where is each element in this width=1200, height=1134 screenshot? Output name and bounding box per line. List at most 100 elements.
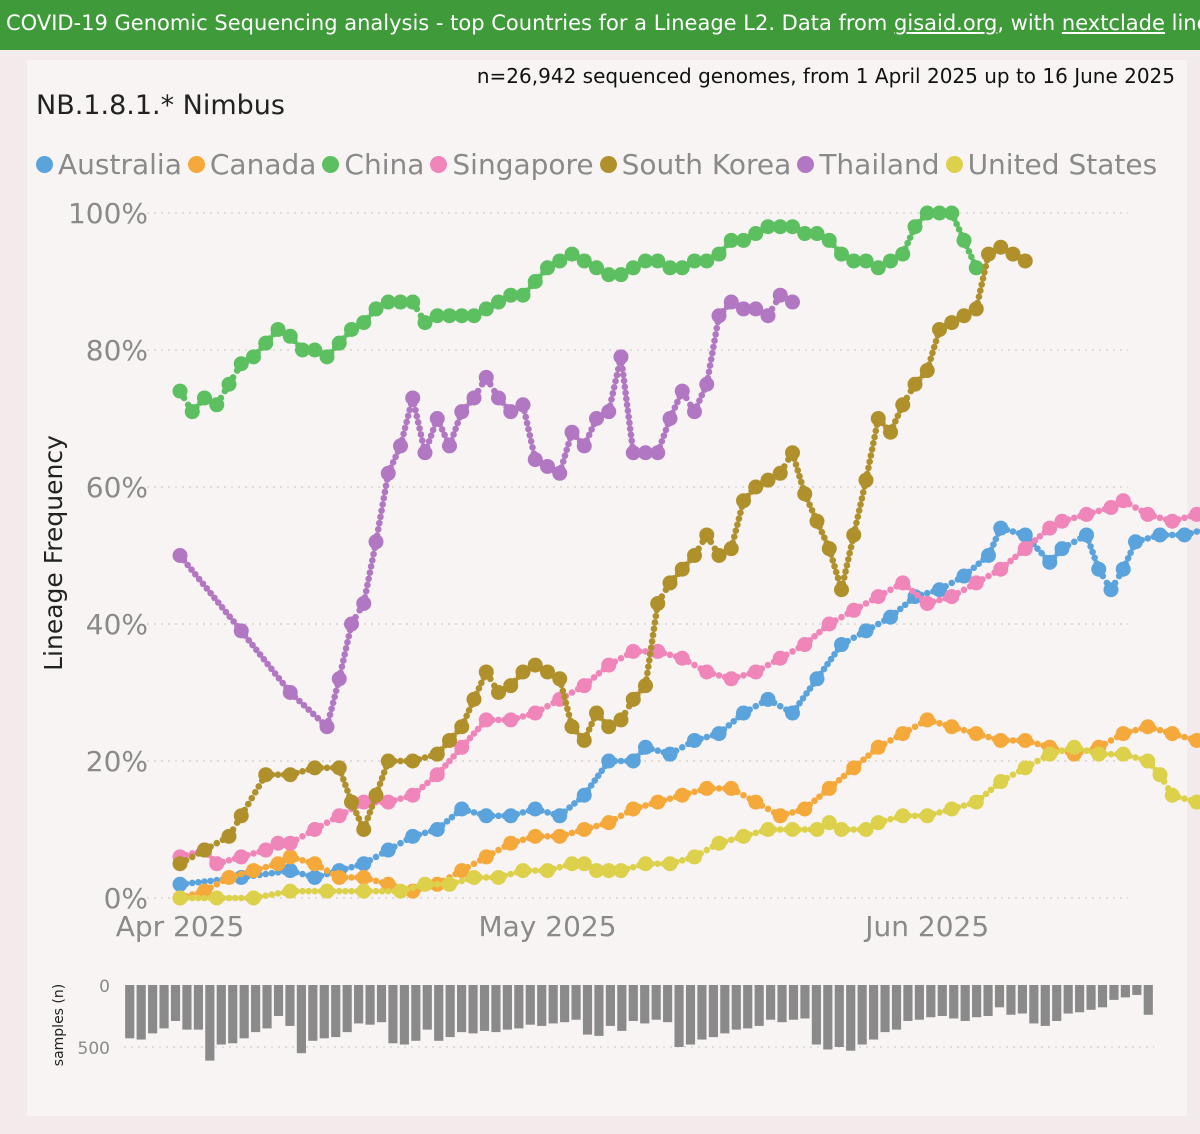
series-line-dot <box>590 674 598 681</box>
series-line-dot <box>329 699 337 707</box>
data-point <box>1115 726 1131 742</box>
series-line-dot <box>626 425 634 433</box>
series-line-dot <box>651 619 659 626</box>
data-point <box>723 541 739 557</box>
legend-label: China <box>344 147 425 181</box>
sample-bar <box>1052 985 1062 1021</box>
series-line-dot <box>1036 533 1044 540</box>
data-point <box>785 219 800 235</box>
series-line-dot <box>470 730 478 737</box>
series-line-dot <box>853 519 860 527</box>
data-point <box>613 863 629 879</box>
series-line-dot <box>482 874 490 881</box>
series-line-dot <box>585 726 593 733</box>
legend-item[interactable]: Canada <box>187 148 316 181</box>
series-line-dot <box>1132 504 1139 511</box>
series-line-dot <box>929 349 936 357</box>
series-line-dot <box>923 589 931 597</box>
x-tick-label: Apr 2025 <box>116 910 245 943</box>
series-line-dot <box>1091 554 1098 562</box>
data-point <box>674 383 690 399</box>
data-point <box>846 527 862 543</box>
sample-bar <box>216 985 226 1045</box>
data-point <box>331 671 347 687</box>
data-point <box>405 828 421 844</box>
data-point <box>895 246 911 262</box>
series-line-dot <box>244 800 252 808</box>
series-line-dot <box>623 401 631 409</box>
data-point <box>601 815 617 831</box>
data-point <box>552 671 568 687</box>
series-line-dot <box>703 846 711 854</box>
data-point <box>760 691 776 707</box>
sample-bar <box>491 985 501 1033</box>
series-line-dot <box>1095 507 1103 515</box>
series-line-dot <box>865 464 872 472</box>
legend-item[interactable]: Australia <box>36 148 182 181</box>
series-line-dot <box>1193 528 1200 535</box>
data-point <box>834 582 849 598</box>
data-point <box>993 774 1009 790</box>
legend-label: Australia <box>58 147 182 181</box>
data-point <box>699 253 715 269</box>
data-point <box>454 801 470 817</box>
data-point <box>503 808 519 824</box>
data-point <box>723 780 739 796</box>
data-point <box>748 479 764 495</box>
series-line-dot <box>911 723 919 731</box>
series-line-dot <box>859 489 867 496</box>
data-point <box>282 685 298 700</box>
data-point <box>540 260 555 276</box>
nextclade-link[interactable]: nextclade <box>1061 11 1165 35</box>
data-point <box>736 828 751 844</box>
sample-bar <box>1120 985 1130 998</box>
data-point <box>552 465 568 481</box>
data-point <box>601 719 617 735</box>
series-line-dot <box>1034 757 1041 765</box>
legend-label: Singapore <box>452 147 594 181</box>
data-point <box>1005 246 1021 262</box>
data-point <box>625 753 641 769</box>
series-line-dot <box>698 391 706 399</box>
legend-item[interactable]: South Korea <box>599 148 791 181</box>
data-point <box>1189 794 1200 810</box>
series-line-dot <box>571 800 578 807</box>
series-line-dot <box>362 587 370 595</box>
legend-item[interactable]: Thailand <box>797 148 940 181</box>
series-line-dot <box>678 857 686 864</box>
series-line-dot <box>348 863 355 871</box>
legend-item[interactable]: Singapore <box>430 147 594 181</box>
series-line-dot <box>764 661 772 669</box>
series-line-dot <box>403 418 410 426</box>
chart-title: NB.1.8.1.* Nimbus <box>36 90 285 121</box>
series-line-dot <box>544 809 551 816</box>
data-point <box>907 219 923 235</box>
series-line-dot <box>932 337 940 345</box>
data-point <box>527 705 543 721</box>
data-point <box>233 849 249 865</box>
series-line-dot <box>953 220 960 228</box>
data-point <box>454 739 470 755</box>
series-line-dot <box>868 446 876 453</box>
series-line-dot <box>274 771 282 778</box>
data-point <box>1164 513 1180 529</box>
series-line-dot <box>992 535 1000 543</box>
series-line-dot <box>378 774 386 782</box>
sample-bar <box>342 985 352 1033</box>
legend-item[interactable]: China <box>322 148 424 181</box>
gisaid-link[interactable]: gisaid.org <box>894 11 998 35</box>
data-point <box>993 732 1009 748</box>
sample-bar <box>308 985 318 1041</box>
series-line-dot <box>619 371 627 379</box>
series-line-dot <box>624 407 632 415</box>
data-point <box>772 650 788 666</box>
sample-bar <box>193 985 203 1030</box>
data-point <box>491 869 506 885</box>
data-point <box>736 232 751 248</box>
data-point <box>356 869 372 885</box>
series-line-dot <box>249 641 256 649</box>
legend-item[interactable]: United States <box>945 148 1157 181</box>
series-line-dot <box>274 890 282 897</box>
series-line-dot <box>305 706 312 713</box>
